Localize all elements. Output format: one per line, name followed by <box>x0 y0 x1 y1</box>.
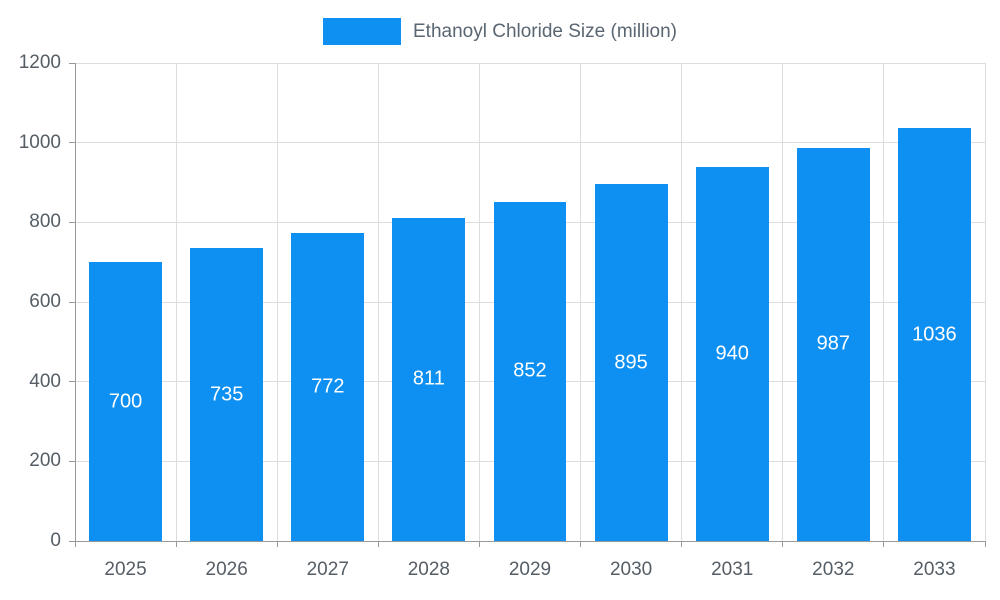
x-axis-line <box>75 540 985 542</box>
x-axis-tick <box>681 541 683 547</box>
bar: 895 <box>594 184 668 541</box>
y-axis-label: 1200 <box>18 52 61 73</box>
v-gridline <box>377 63 379 541</box>
legend-swatch <box>323 18 401 45</box>
y-axis-tick <box>69 142 75 144</box>
x-axis-tick <box>580 541 582 547</box>
x-axis-tick <box>175 541 177 547</box>
v-gridline <box>782 63 784 541</box>
y-axis-tick <box>69 221 75 223</box>
bar: 940 <box>695 166 769 541</box>
y-axis-tick <box>69 62 75 64</box>
bar-value-label: 1036 <box>912 323 957 346</box>
bar: 811 <box>392 217 466 541</box>
v-gridline <box>681 63 683 541</box>
x-axis-tick <box>276 541 278 547</box>
y-axis-label: 800 <box>29 211 61 233</box>
bar-value-label: 811 <box>412 367 445 390</box>
x-axis-label: 2025 <box>104 559 147 580</box>
x-axis-label: 2031 <box>711 559 754 580</box>
bar-value-label: 940 <box>715 342 749 365</box>
legend-label: Ethanoyl Chloride Size (million) <box>413 20 677 42</box>
x-axis-tick <box>74 541 76 547</box>
bar: 987 <box>796 147 870 541</box>
x-axis-tick <box>478 541 480 547</box>
y-axis-label: 0 <box>50 530 61 551</box>
y-axis-tick <box>69 540 75 542</box>
bar: 700 <box>89 262 162 541</box>
chart-legend: Ethanoyl Chloride Size (million) <box>0 18 1000 45</box>
v-gridline <box>276 63 278 541</box>
bar: 1036 <box>898 128 971 541</box>
y-axis-tick <box>69 301 75 303</box>
x-axis-label: 2029 <box>508 559 552 580</box>
x-axis-tick <box>984 541 986 547</box>
v-gridline <box>984 63 986 541</box>
y-axis-line <box>74 63 76 541</box>
x-axis-tick <box>377 541 379 547</box>
y-axis-label: 200 <box>29 450 61 472</box>
x-axis-label: 2028 <box>407 559 451 580</box>
x-axis-label: 2026 <box>205 559 248 580</box>
x-axis-label: 2033 <box>913 559 956 580</box>
bar: 772 <box>291 233 365 541</box>
bar-value-label: 700 <box>108 390 143 413</box>
v-gridline <box>580 63 582 541</box>
y-axis-label: 1000 <box>18 131 61 153</box>
y-axis-tick <box>69 381 75 383</box>
y-axis-label: 600 <box>29 291 61 312</box>
x-axis-label: 2030 <box>609 559 653 580</box>
y-axis-tick <box>69 460 75 462</box>
bar-value-label: 735 <box>209 383 244 406</box>
v-gridline <box>478 63 480 541</box>
x-axis-tick <box>782 541 784 547</box>
y-axis-label: 400 <box>29 370 61 392</box>
bar-value-label: 895 <box>614 351 648 374</box>
x-axis-tick <box>883 541 885 547</box>
h-gridline <box>75 62 985 64</box>
bar-value-label: 772 <box>311 375 345 398</box>
x-axis-label: 2032 <box>812 559 855 580</box>
bar: 852 <box>493 201 567 541</box>
x-axis-label: 2027 <box>306 559 349 580</box>
bar-value-label: 852 <box>513 359 547 382</box>
v-gridline <box>175 63 177 541</box>
h-gridline <box>75 142 985 144</box>
v-gridline <box>883 63 885 541</box>
bar: 735 <box>190 248 264 541</box>
bar-value-label: 987 <box>816 332 850 355</box>
